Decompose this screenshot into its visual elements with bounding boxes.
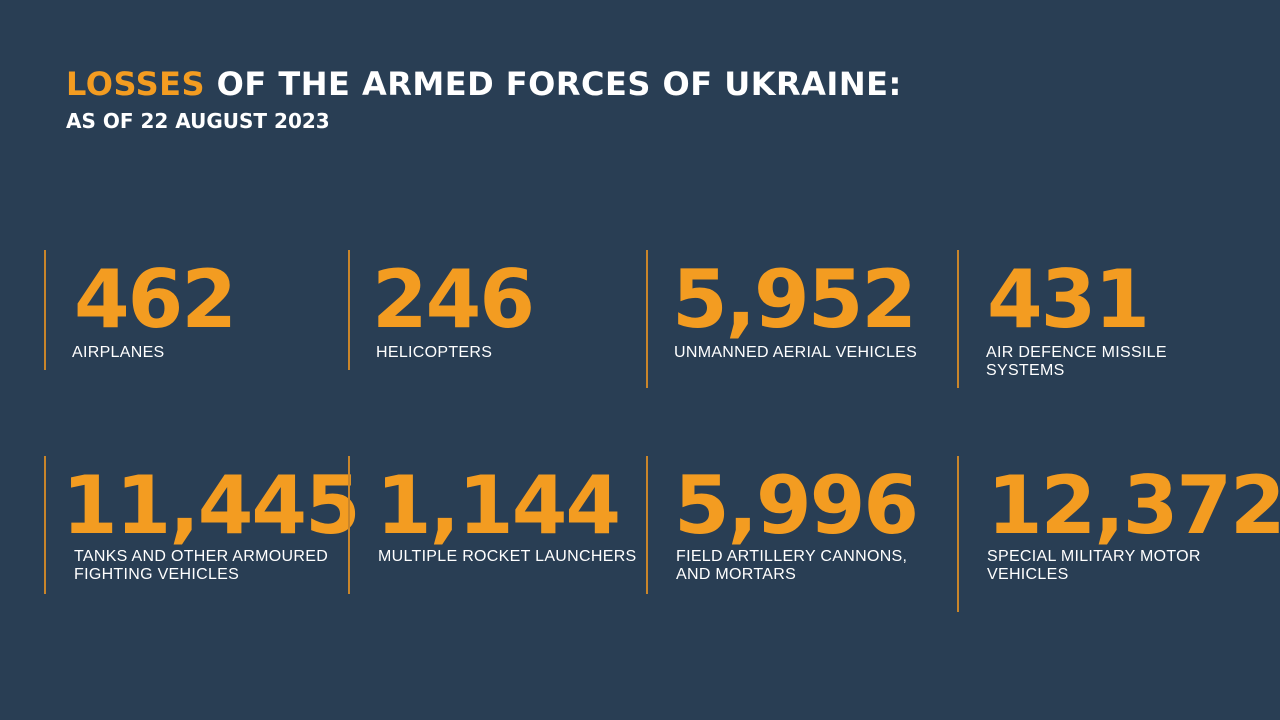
stat-helicopters: 246 HELICOPTERS <box>348 250 633 370</box>
stat-value: 246 <box>372 253 535 346</box>
stat-value: 462 <box>74 253 237 346</box>
stat-air-defence: 431 AIR DEFENCE MISSILE SYSTEMS <box>957 250 1257 388</box>
stat-label: AIRPLANES <box>72 344 165 361</box>
stat-label: TANKS AND OTHER ARMOURED FIGHTING VEHICL… <box>74 548 329 583</box>
stat-tanks: 11,445 TANKS AND OTHER ARMOURED FIGHTING… <box>44 456 361 594</box>
stat-artillery: 5,996 FIELD ARTILLERY CANNONS, AND MORTA… <box>646 456 946 594</box>
stat-uav: 5,952 UNMANNED AERIAL VEHICLES <box>646 250 946 388</box>
stat-value: 11,445 <box>62 459 361 552</box>
title-accent: LOSSES <box>66 65 206 103</box>
stat-motor-vehicles: 12,372 SPECIAL MILITARY MOTOR VEHICLES <box>957 456 1280 612</box>
stat-label: HELICOPTERS <box>376 344 493 361</box>
stat-label: UNMANNED AERIAL VEHICLES <box>674 344 918 361</box>
stat-airplanes: 462 AIRPLANES <box>44 250 334 370</box>
stat-value: 5,996 <box>674 459 919 552</box>
stat-label: MULTIPLE ROCKET LAUNCHERS <box>378 548 637 565</box>
stat-value: 12,372 <box>987 459 1280 552</box>
page-subtitle: AS OF 22 AUGUST 2023 <box>66 109 330 133</box>
stat-mrl: 1,144 MULTIPLE ROCKET LAUNCHERS <box>348 456 638 594</box>
title-rest: OF THE ARMED FORCES OF UKRAINE: <box>205 65 902 103</box>
page-title: LOSSES OF THE ARMED FORCES OF UKRAINE: <box>66 62 902 106</box>
stat-value: 1,144 <box>376 459 621 552</box>
stat-label: AIR DEFENCE MISSILE SYSTEMS <box>986 344 1167 379</box>
stat-value: 5,952 <box>672 253 917 346</box>
stat-label: FIELD ARTILLERY CANNONS, AND MORTARS <box>676 548 908 583</box>
stat-label: SPECIAL MILITARY MOTOR VEHICLES <box>987 548 1201 583</box>
stat-value: 431 <box>987 253 1150 346</box>
